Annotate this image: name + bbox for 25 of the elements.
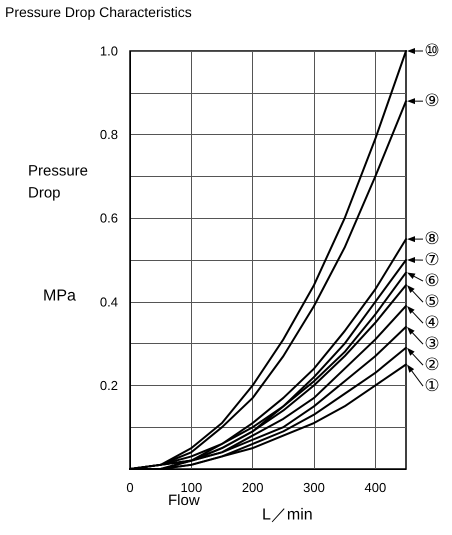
y-tick-label: 0.2 (100, 378, 118, 393)
y-tick-label: 0.8 (100, 127, 118, 142)
legend-label: ⑥ (424, 271, 440, 292)
legend-label: ⑤ (424, 292, 440, 312)
chart-title: Pressure Drop Characteristics (5, 4, 192, 20)
x-axis-title: Flow (168, 492, 200, 509)
y-tick-label: 0.6 (100, 210, 118, 226)
text: L／min (262, 506, 313, 524)
x-tick-label: 200 (242, 480, 264, 495)
legend-label: ⑩ (424, 41, 440, 61)
x-tick-label: 300 (303, 480, 325, 495)
legend-label: ⑦ (424, 250, 440, 270)
y-axis-title: Pressure Drop (28, 162, 92, 202)
legend-label: ⑨ (424, 91, 440, 112)
x-tick-label: 100 (180, 480, 202, 495)
y-tick-label: 0.4 (100, 294, 118, 310)
legend-label: ④ (424, 313, 440, 334)
legend-label: ① (424, 376, 440, 396)
legend-label: ② (424, 355, 440, 376)
y-tick-label: 1.0 (100, 44, 118, 58)
text: MPa (43, 288, 76, 304)
legend-label: ③ (424, 334, 440, 354)
x-tick-label: 0 (126, 480, 134, 495)
x-tick-label: 400 (364, 480, 386, 495)
legend-label: ⑧ (424, 229, 440, 250)
